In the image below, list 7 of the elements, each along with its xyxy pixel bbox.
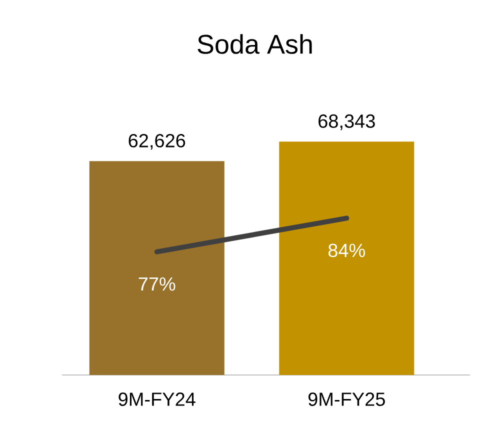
x-tick-label: 9M-FY24: [118, 392, 196, 406]
data-label: 77%: [138, 277, 176, 291]
data-label: 62,626: [128, 134, 186, 150]
x-tick-label: 9M-FY25: [308, 392, 385, 406]
chart-title: Soda Ash: [198, 34, 312, 54]
data-label: 84%: [328, 244, 365, 258]
data-label: 68,343: [318, 114, 375, 130]
